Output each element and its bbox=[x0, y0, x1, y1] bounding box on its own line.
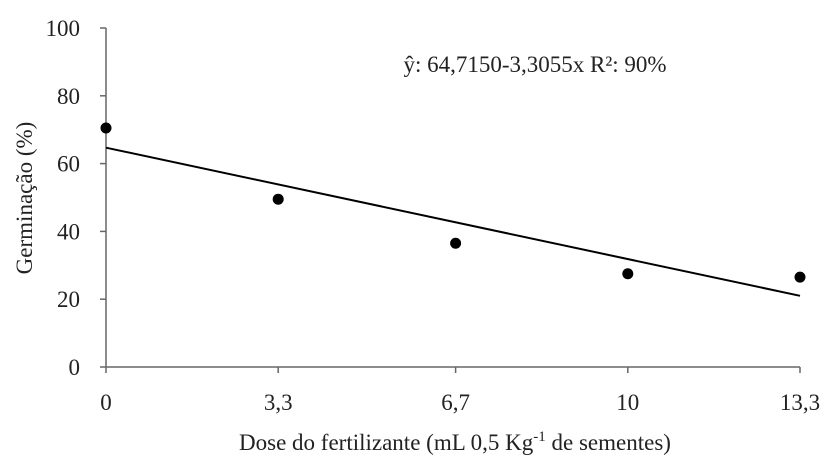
y-tick-label: 20 bbox=[57, 287, 80, 312]
data-point bbox=[622, 268, 634, 280]
y-tick-label: 80 bbox=[57, 84, 80, 109]
x-label-superscript: -1 bbox=[533, 429, 546, 445]
y-tick-label: 40 bbox=[57, 219, 80, 244]
y-tick-label: 0 bbox=[69, 355, 81, 380]
y-tick-label: 60 bbox=[57, 152, 80, 177]
x-tick-label: 0 bbox=[100, 390, 112, 415]
x-label-part: de sementes) bbox=[546, 430, 671, 455]
x-tick-label: 13,3 bbox=[780, 390, 820, 415]
trend-line bbox=[105, 146, 801, 297]
x-tick-label: 6,7 bbox=[441, 390, 470, 415]
x-label-part: Dose do fertilizante (mL 0,5 Kg bbox=[239, 430, 534, 455]
x-axis-label: Dose do fertilizante (mL 0,5 Kg-1 de sem… bbox=[239, 429, 671, 455]
y-axis-label: Germinação (%) bbox=[12, 122, 37, 275]
data-point bbox=[450, 237, 462, 249]
data-point bbox=[272, 193, 284, 205]
annotation: ŷ: 64,7150-3,3055x R²: 90% bbox=[403, 52, 666, 77]
data-point bbox=[794, 271, 806, 283]
data-point bbox=[100, 122, 112, 134]
x-tick-label: 10 bbox=[616, 390, 639, 415]
x-tick-label: 3,3 bbox=[264, 390, 293, 415]
y-tick-label: 100 bbox=[46, 16, 81, 41]
